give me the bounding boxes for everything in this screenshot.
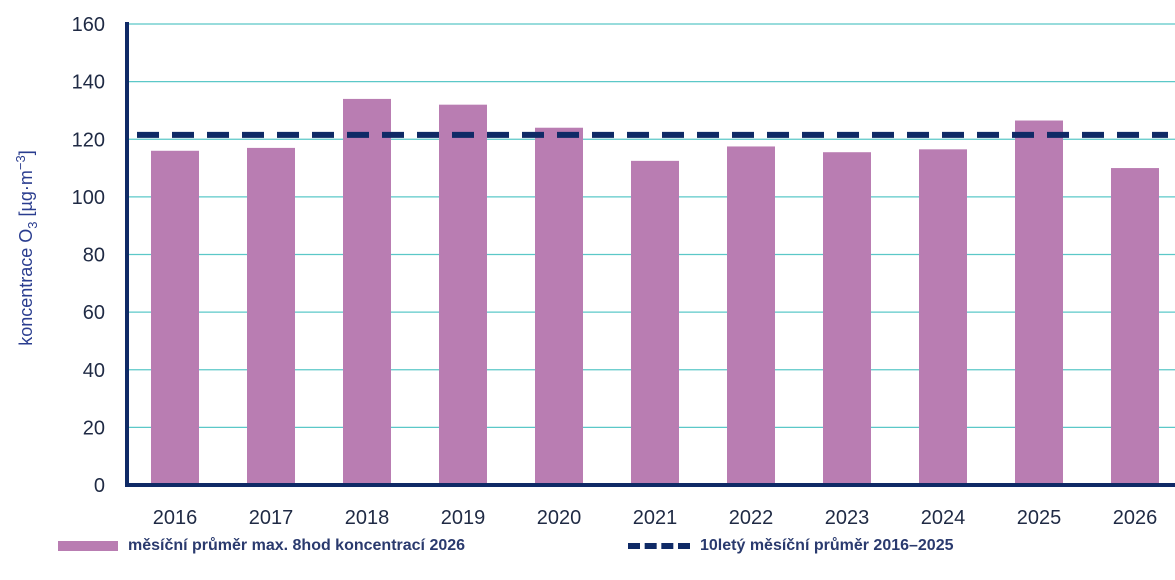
- x-tick-label: 2026: [1113, 507, 1158, 529]
- legend-label-reference: 10letý měsíční průměr 2016–2025: [700, 537, 954, 554]
- x-tick-label: 2025: [1017, 507, 1062, 529]
- y-tick-label: 100: [72, 187, 105, 209]
- y-tick-label: 80: [83, 245, 105, 267]
- x-tick-label: 2022: [729, 507, 774, 529]
- x-tick-label: 2019: [441, 507, 486, 529]
- legend: měsíční průměr max. 8hod koncentrací 202…: [58, 534, 1168, 564]
- legend-item-bars: měsíční průměr max. 8hod koncentrací 202…: [58, 534, 465, 558]
- y-tick-label: 160: [72, 14, 105, 36]
- y-tick-label: 120: [72, 129, 105, 151]
- x-tick-label: 2023: [825, 507, 870, 529]
- bar-2020: [535, 127, 583, 485]
- legend-swatch-dashed-line: [628, 543, 690, 549]
- y-tick-label: 20: [83, 417, 105, 439]
- bar-2017: [247, 147, 295, 486]
- bar-2023: [823, 152, 871, 485]
- x-tick-label: 2017: [249, 507, 294, 529]
- bar-2024: [919, 149, 967, 485]
- bar-2021: [631, 160, 679, 485]
- bar-2022: [727, 146, 775, 485]
- x-tick-label: 2018: [345, 507, 390, 529]
- bar-2026: [1111, 168, 1159, 485]
- x-tick-labels: 2016 2017 2018 2019 2020 2021 2022 2023 2024 2025…: [153, 507, 1158, 529]
- x-tick-label: 2021: [633, 507, 678, 529]
- legend-label-bars: měsíční průměr max. 8hod koncentrací 202…: [128, 537, 466, 554]
- legend-item-reference: 10letý měsíční průměr 2016–2025: [628, 534, 954, 558]
- y-axis-label: koncentrace O3 [µg·m−3]: [13, 150, 40, 346]
- x-tick-label: 2020: [537, 507, 582, 529]
- y-tick-label: 40: [83, 360, 105, 382]
- x-tick-label: 2024: [921, 507, 966, 529]
- bars: [151, 98, 1159, 486]
- y-tick-labels: 0 20 40 60 80 100 120 140 160: [72, 14, 105, 497]
- bar-2019: [439, 104, 487, 486]
- bar-2025: [1015, 120, 1063, 485]
- bar-2016: [151, 150, 199, 485]
- y-tick-label: 0: [94, 475, 105, 497]
- bar-2018: [343, 98, 391, 485]
- y-tick-label: 140: [72, 72, 105, 94]
- y-tick-label: 60: [83, 302, 105, 324]
- x-tick-label: 2016: [153, 507, 198, 529]
- legend-swatch-bar: [58, 541, 118, 551]
